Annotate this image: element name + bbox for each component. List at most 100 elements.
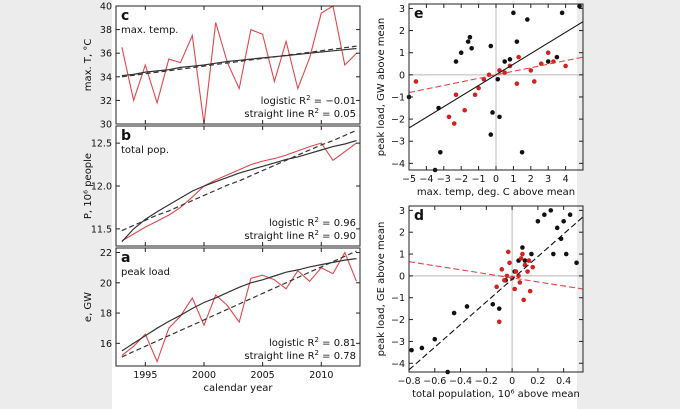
data-point-black-points [545,59,551,64]
fit-line-red-fit [408,56,584,94]
data-point-black-points [561,218,566,224]
x-tick-label: −2 [454,174,468,185]
y-tick-label: −1 [391,92,405,103]
data-point-red-points [522,262,528,268]
data-point-black-points [529,251,534,257]
data-point-black-points [451,310,457,316]
x-tick-label: 0.4 [556,376,571,387]
data-point-red-points [531,79,537,84]
data-point-red-points [513,269,519,274]
y-tick-label: 3 [399,206,405,217]
data-point-black-points [465,39,471,44]
y-tick-label: 34 [100,72,112,83]
data-point-black-points [469,45,474,51]
r-squared-model: straight line R [244,231,314,242]
data-point-black-points [520,245,525,250]
data-point-black-points [577,3,582,9]
x-tick-label: −3 [437,174,451,185]
y-tick-label: −1 [391,293,405,304]
x-tick-label: 2010 [309,370,333,381]
data-point-black-points [522,258,528,263]
panel-label: b [121,128,131,144]
x-tick-label: 3 [545,174,551,185]
y-tick-label: 40 [100,2,112,13]
data-point-black-points [567,212,573,218]
y-tick-label: 16 [100,339,112,350]
data-point-black-points [548,208,554,213]
y-tick-label: −2 [391,115,405,126]
data-point-red-points [472,92,478,98]
panel-title: total pop. [121,145,169,156]
r-squared-value: = 0.81 [319,338,356,349]
data-point-black-points [502,59,508,64]
data-point-black-points [563,251,569,257]
y-tick-label: 11.5 [91,224,112,235]
panel-d [408,205,584,375]
data-point-black-points [419,345,425,351]
data-point-red-points [520,251,525,257]
data-point-red-points [526,258,532,263]
y-tick-label: −4 [391,359,405,370]
r-squared-label: logistic R2 = 0.81 [269,336,356,349]
y-tick-label: −2 [391,315,405,326]
x-tick-label: −1 [472,174,486,185]
series-observed-line [121,251,358,364]
y-axis-label: peak load, GE above mean [376,222,387,357]
y-tick-label: 12.0 [91,182,112,193]
y-tick-label: 38 [100,25,112,36]
data-point-red-points [502,277,507,283]
data-point-red-points [528,68,534,73]
x-tick-label: 0 [509,376,515,387]
data-point-red-points [525,269,530,274]
series-straight-line-line [121,250,357,358]
r-squared-label: logistic R2 = 0.96 [269,216,356,229]
y-tick-label: 1 [399,250,405,261]
y-tick-label: 18 [100,309,112,320]
x-tick-label: −0.8 [397,376,420,387]
data-point-red-points [545,50,551,55]
data-point-red-points [494,284,499,290]
y-tick-label: 2 [399,26,405,37]
y-tick-label: 1 [399,48,405,59]
data-point-black-points [559,10,565,16]
data-point-black-points [495,76,501,82]
x-tick-label: −0.4 [449,376,472,387]
data-point-black-points [432,336,438,342]
series-logistic-line [121,258,357,352]
data-point-red-points [451,121,457,126]
x-axis-label: total population, 10⁶ above mean [412,389,580,400]
x-tick-label: −4 [419,174,433,185]
panel-label: e [414,6,424,22]
x-tick-label: −5 [402,174,416,185]
panel-label: c [121,8,129,24]
y-tick-label: 32 [100,96,112,107]
x-axis-label: calendar year [204,383,274,394]
y-tick-label: −3 [391,137,405,148]
data-point-red-points [517,280,523,285]
x-tick-label: 0.2 [530,376,545,387]
y-axis-label: peak load, GW above mean [376,18,387,156]
y-axis-label: e, GW [83,292,94,322]
data-point-black-points [409,347,414,353]
fit-line-black-fit [408,216,584,371]
data-point-black-points [511,10,516,16]
data-point-black-points [554,54,560,60]
series-straight-line-line [121,129,357,232]
plot-frame [115,5,361,125]
y-tick-label: −4 [391,159,405,170]
x-tick-label: 1 [510,174,516,185]
r-squared-value: = 0.96 [319,218,356,229]
panel-title: peak load [121,267,170,278]
x-axis-label: max. temp, deg. C above mean [417,187,575,198]
data-point-black-points [507,57,513,62]
data-point-red-points [446,114,452,120]
x-tick-label: 1995 [133,370,157,381]
r-squared-label: straight line R2 = 0.90 [244,229,356,242]
data-point-red-points [516,54,521,60]
data-point-black-points [488,132,494,137]
x-tick-label: −0.6 [423,376,446,387]
r-squared-label: straight line R2 = 0.05 [244,107,356,120]
